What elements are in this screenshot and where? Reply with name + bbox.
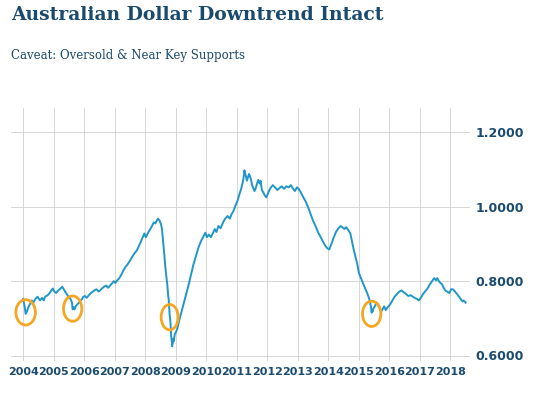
Text: Australian Dollar Downtrend Intact: Australian Dollar Downtrend Intact <box>11 6 383 24</box>
Text: Caveat: Oversold & Near Key Supports: Caveat: Oversold & Near Key Supports <box>11 49 245 62</box>
